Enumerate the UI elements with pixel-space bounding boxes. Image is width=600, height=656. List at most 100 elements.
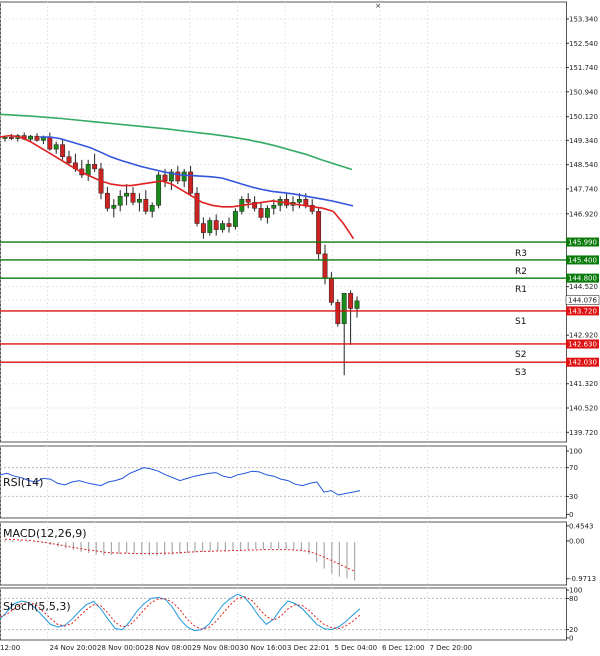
s2-price-tag [566,339,599,349]
stoch-tick-label: 100 [569,587,582,595]
bear-candle [213,220,219,230]
bull-candle [220,223,226,230]
price-tick-label: 150.120 [569,113,598,121]
rsi-tick-label: 30 [569,493,578,501]
price-tick-label: 139.720 [569,429,598,437]
x-axis-label: 30 Nov 16:00 [240,644,287,652]
price-tick-label: 149.340 [569,137,598,145]
macd-signal-line [5,538,355,572]
ma-slow-line [0,113,353,171]
bear-candle [309,205,315,212]
bull-candle [168,171,174,182]
s3-price-value: 142.030 [568,359,597,367]
x-axis-label: 6 Dec 12:00 [382,644,425,652]
x-axis-label: 12:00 [0,644,20,652]
bear-candle [34,135,40,141]
rsi-line [0,467,361,496]
r3-price-value: 145.990 [568,239,597,247]
rsi-tick-label: 0 [569,511,573,519]
stoch-label: Stoch(5,5,3) [3,600,71,613]
price-tick-label: 147.740 [569,185,598,193]
bear-candle [200,223,206,233]
r3-price-tag [566,237,599,247]
bear-candle [60,144,66,158]
bull-candle [341,293,347,324]
price-tick-label: 151.740 [569,64,598,72]
price-tick-label: 142.920 [569,332,598,340]
x-axis-label: 28 Nov 08:00 [145,644,192,652]
rsi-label: RSI(14) [3,476,43,489]
stoch-panel [0,587,567,641]
bear-candle [175,171,181,182]
bear-candle [245,198,251,203]
stoch-tick-label: 20 [569,626,578,634]
bear-candle [335,302,341,324]
macd-tick-label: -0.9713 [569,575,596,583]
bull-candle [156,174,162,206]
price-tick-label: 152.540 [569,40,598,48]
r3-label: R3 [515,249,527,259]
bear-candle [226,223,232,227]
stoch-main-line [0,593,361,632]
price-tick-label: 146.920 [569,210,598,218]
bear-candle [162,174,168,182]
bear-candle [348,293,354,309]
s1-price-tag [566,306,599,316]
s2-label: S2 [515,350,526,360]
bull-candle [111,205,117,209]
stoch-tick-label: 0 [569,634,573,642]
rsi-tick-label: 70 [569,464,578,472]
bull-candle [124,192,130,197]
bull-candle [207,220,213,233]
bear-candle [303,198,309,206]
bear-candle [8,136,14,139]
close-icon: × [375,2,381,10]
bear-candle [130,192,136,203]
macd-tick-label: 0.4543 [569,522,594,530]
bull-candle [271,205,277,209]
stoch-tick-label: 80 [569,595,578,603]
bull-candle [232,211,238,227]
bear-candle [258,208,264,218]
bear-candle [47,136,53,150]
bear-candle [92,164,98,170]
r2-price-tag [566,255,599,265]
bull-candle [296,198,302,203]
bear-candle [188,171,194,194]
bear-candle [143,198,149,212]
r1-price-tag [566,273,599,283]
current-price-value: 144.076 [568,297,597,305]
price-tick-label: 141.320 [569,380,598,388]
bull-candle [354,300,360,309]
bull-candle [85,164,91,176]
r2-price-value: 145.400 [568,256,597,264]
bear-candle [322,253,328,279]
price-tick-label: 140.520 [569,405,598,413]
bear-candle [316,211,322,255]
x-axis-label: 24 Nov 20:00 [50,644,97,652]
rsi-tick-label: 100 [569,448,582,456]
s3-label: S3 [515,368,526,378]
bear-candle [104,192,110,209]
s1-label: S1 [515,317,526,327]
bear-candle [252,202,258,209]
bull-candle [264,208,270,218]
s1-price-value: 143.720 [568,307,597,315]
bull-candle [149,205,155,212]
x-axis-label: 29 Nov 08:00 [192,644,239,652]
current-price-tag [565,295,600,305]
x-axis-label: 5 Dec 04:00 [335,644,378,652]
price-tick-label: 150.940 [569,88,598,96]
macd-tick-label: 0.00 [569,537,585,545]
s3-price-tag [566,357,599,367]
x-axis-label: 7 Dec 20:00 [430,644,473,652]
bull-candle [181,171,187,182]
bull-candle [53,144,59,150]
bull-candle [117,195,123,206]
ma-mid-line [40,136,354,207]
price-tick-label: 148.540 [569,161,598,169]
bull-candle [28,135,34,140]
s2-price-value: 142.630 [568,340,597,348]
r1-price-value: 144.800 [568,275,597,283]
